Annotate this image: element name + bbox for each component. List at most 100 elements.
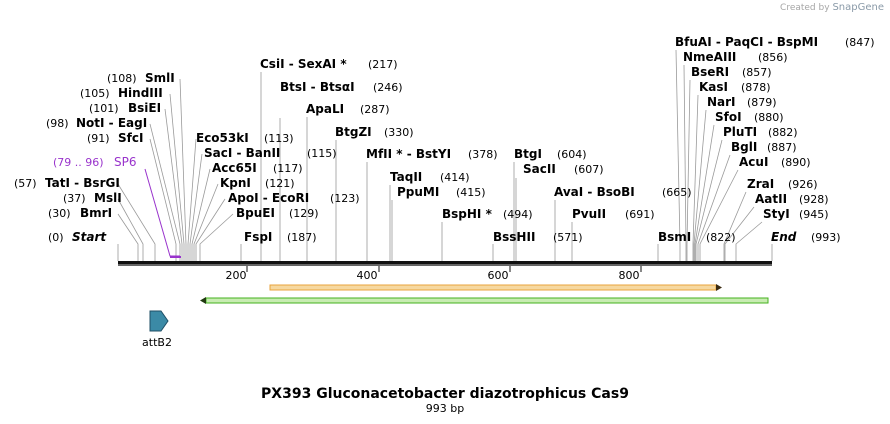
site-label-apoi-ecori: ApoI - EcoRI	[228, 191, 309, 205]
site-label-hindiii: HindIII	[118, 86, 163, 100]
site-label-bfuai-paqci-bspmi: BfuAI - PaqCI - BspMI	[675, 35, 818, 49]
site-label-bsmi: BsmI	[658, 230, 691, 244]
feature-label: attB2	[142, 336, 172, 349]
ruler: 200 400 600 800	[226, 266, 642, 282]
site-label-kasi: KasI	[699, 80, 728, 94]
map-title: PX393 Gluconacetobacter diazotrophicus C…	[261, 386, 629, 402]
site-label-bmri: BmrI	[80, 206, 112, 220]
site-label-acc65i: Acc65I	[212, 161, 257, 175]
site-leaders	[117, 49, 773, 261]
site-label-bsphi: BspHI *	[442, 207, 493, 221]
site-label-sfoi: SfoI	[715, 110, 742, 124]
site-label-aatii: AatII	[755, 192, 787, 206]
site-pos: (91)	[87, 132, 110, 145]
site-label-bseri: BseRI	[691, 65, 729, 79]
attb2-arrow-icon	[149, 310, 169, 332]
site-label-sacii: SacII	[523, 162, 556, 176]
right-site-labels: BfuAI - PaqCI - BspMI (847) NmeAIII (856…	[675, 35, 875, 221]
site-pos: (105)	[80, 87, 110, 100]
site-label-taqii: TaqII	[390, 170, 422, 184]
site-pos: (115)	[307, 147, 337, 160]
site-label-noti-eagi: NotI - EagI	[76, 116, 147, 130]
sequence-backbone-top	[118, 261, 772, 264]
site-pos: (571)	[553, 231, 583, 244]
site-pos: (604)	[557, 148, 587, 161]
site-pos: (101)	[89, 102, 119, 115]
site-pos: (108)	[107, 72, 137, 85]
primer-leader	[144, 168, 180, 257]
site-pos: (414)	[440, 171, 470, 184]
site-label-saci-banii: SacI - BanII	[204, 146, 280, 160]
site-label-sfci: SfcI	[118, 131, 143, 145]
site-label-mfii-bstyi: MfII * - BstYI	[366, 147, 451, 161]
site-pos: (890)	[781, 156, 811, 169]
site-pos: (117)	[273, 162, 303, 175]
end-position: (993)	[811, 231, 841, 244]
site-pos: (691)	[625, 208, 655, 221]
feature-orange-arrow[interactable]	[269, 284, 722, 291]
snapgene-logo: SnapGene	[832, 2, 884, 13]
site-pos: (187)	[287, 231, 317, 244]
site-label-btgi: BtgI	[514, 147, 542, 161]
watermark: Created by SnapGene	[780, 2, 884, 13]
site-label-btsi-btsai: BtsI - BtsαI	[280, 80, 355, 94]
site-label-tati-bsrgi: TatI - BsrGI	[45, 176, 120, 190]
map-length: 993 bp	[426, 402, 464, 415]
site-pos: (945)	[799, 208, 829, 221]
feature-green-arrow[interactable]	[200, 297, 769, 304]
site-pos: (113)	[264, 132, 294, 145]
site-label-smli: SmlI	[145, 71, 175, 85]
site-pos: (415)	[456, 186, 486, 199]
site-pos: (879)	[747, 96, 777, 109]
site-label-zrai: ZraI	[747, 177, 774, 191]
site-label-acui: AcuI	[739, 155, 768, 169]
site-pos: (37)	[63, 192, 86, 205]
site-label-bgli: BglI	[731, 140, 757, 154]
site-pos: (887)	[767, 141, 797, 154]
primer-sp6[interactable]: (79 .. 96) SP6	[53, 155, 181, 258]
watermark-prefix: Created by	[780, 3, 830, 13]
site-label-styi: StyI	[763, 207, 790, 221]
middle-site-labels: Eco53kI (113) SacI - BanII (115) Acc65I …	[196, 57, 736, 244]
start-label: Start	[72, 230, 107, 244]
site-pos: (378)	[468, 148, 498, 161]
end-label: End	[771, 230, 797, 244]
site-label-bpuei: BpuEI	[236, 206, 275, 220]
site-pos: (607)	[574, 163, 604, 176]
site-label-kpni: KpnI	[220, 176, 251, 190]
site-pos: (330)	[384, 126, 414, 139]
site-label-msli: MslI	[94, 191, 122, 205]
site-pos: (129)	[289, 207, 319, 220]
sequence-backbone-bottom	[118, 264, 772, 266]
site-label-fspi: FspI	[244, 230, 272, 244]
site-label-pluti: PluTI	[723, 125, 757, 139]
start-position: (0)	[48, 231, 64, 244]
site-label-pvuii: PvuII	[572, 207, 606, 221]
site-pos: (928)	[799, 193, 829, 206]
left-site-labels: (108) SmlI (105) HindIII (101) BsiEI (98…	[14, 71, 175, 220]
site-pos: (665)	[662, 186, 692, 199]
primer-range: (79 .. 96)	[53, 156, 104, 169]
site-pos: (880)	[754, 111, 784, 124]
site-pos: (57)	[14, 177, 37, 190]
site-label-bsshii: BssHII	[493, 230, 535, 244]
site-label-eco53ki: Eco53kI	[196, 131, 249, 145]
feature-attb2[interactable]: attB2	[142, 310, 172, 349]
site-label-csii-sexai: CsiI - SexAI *	[260, 57, 347, 71]
site-pos: (494)	[503, 208, 533, 221]
site-label-ppumi: PpuMI	[397, 185, 439, 199]
site-pos: (856)	[758, 51, 788, 64]
site-label-apali: ApaLI	[306, 102, 344, 116]
ruler-label: 200	[226, 269, 247, 282]
site-pos: (123)	[330, 192, 360, 205]
site-pos: (30)	[48, 207, 71, 220]
site-pos: (98)	[46, 117, 69, 130]
site-pos: (822)	[706, 231, 736, 244]
site-label-btgzi: BtgZI	[335, 125, 372, 139]
ruler-label: 400	[357, 269, 378, 282]
site-label-bsiei: BsiEI	[128, 101, 161, 115]
site-pos: (882)	[768, 126, 798, 139]
site-pos: (847)	[845, 36, 875, 49]
site-pos: (926)	[788, 178, 818, 191]
